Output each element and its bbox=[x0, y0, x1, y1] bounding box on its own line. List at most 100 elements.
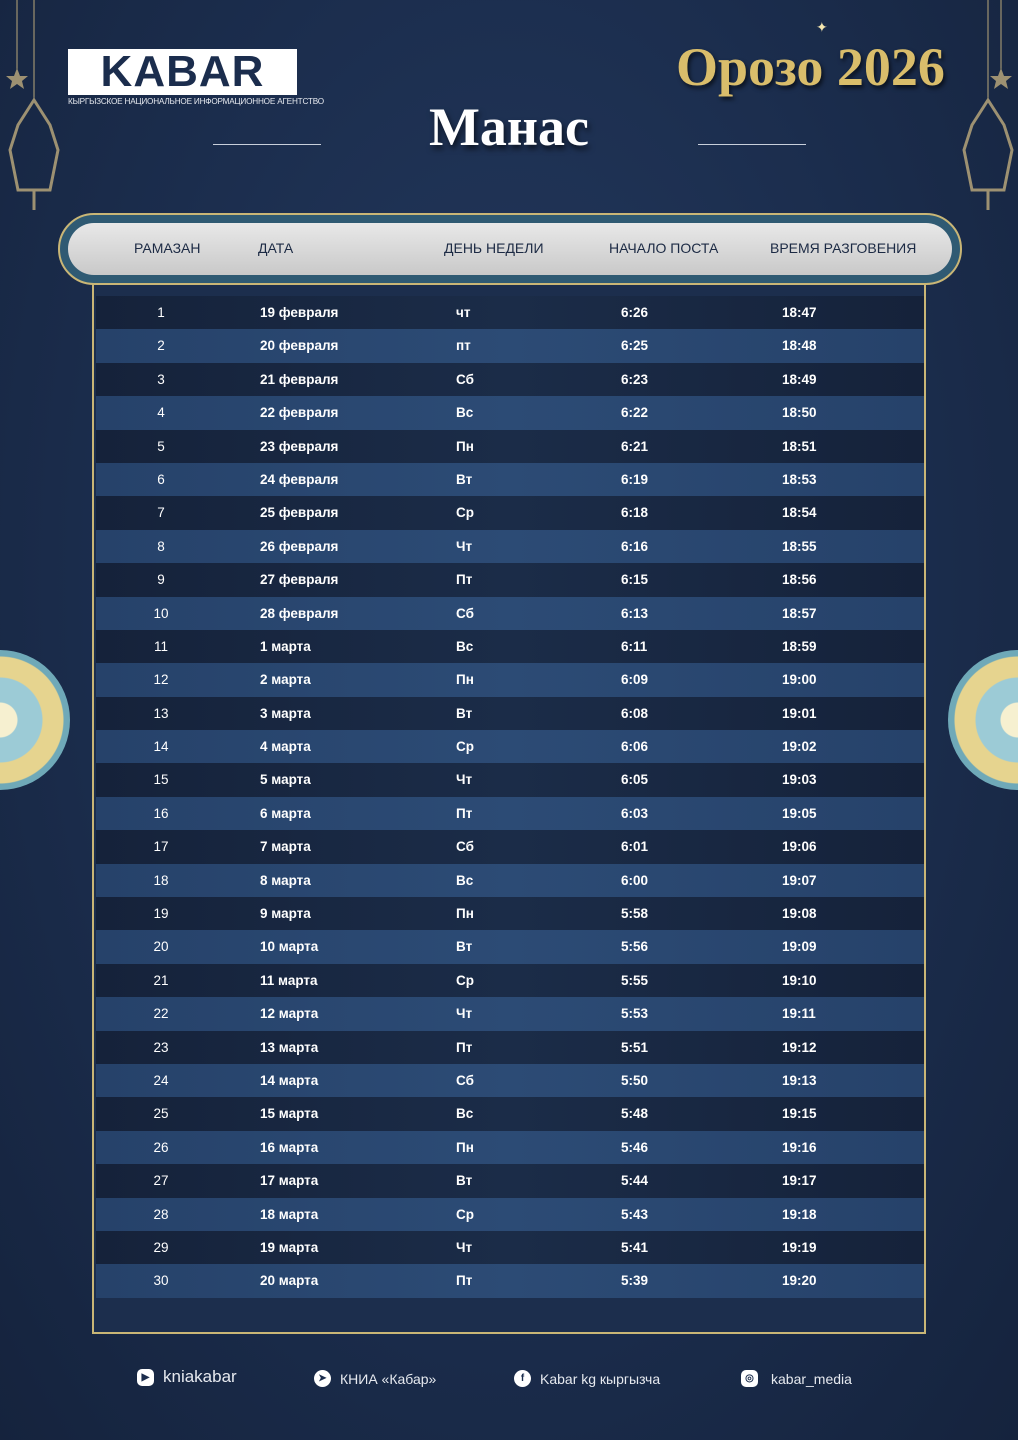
weekday-cell: Вс bbox=[456, 872, 474, 888]
date-cell: 4 марта bbox=[260, 739, 311, 755]
ramadan-day: 6 bbox=[157, 471, 165, 487]
iftar-time-cell: 19:08 bbox=[782, 906, 817, 922]
table-row: 7 25 февраля Ср 6:18 18:54 bbox=[96, 496, 924, 530]
date-cell: 2 марта bbox=[260, 672, 311, 688]
table-row: 30 20 марта Пт 5:39 19:20 bbox=[96, 1264, 924, 1298]
table-row: 3 21 февраля Сб 6:23 18:49 bbox=[96, 362, 924, 397]
ramadan-day: 21 bbox=[153, 972, 169, 988]
page-title: Орозо 2026 bbox=[676, 37, 945, 97]
iftar-time-cell: 19:07 bbox=[782, 872, 817, 888]
social-telegram[interactable]: ➤ КНИА «Кабар» bbox=[314, 1370, 436, 1387]
fast-start-cell: 6:22 bbox=[621, 405, 649, 421]
fast-start-cell: 6:21 bbox=[621, 438, 649, 454]
fast-start-cell: 6:25 bbox=[621, 338, 649, 354]
ramadan-day: 27 bbox=[153, 1173, 169, 1189]
date-cell: 5 марта bbox=[260, 772, 311, 788]
ramadan-day: 25 bbox=[153, 1106, 169, 1122]
date-cell: 10 марта bbox=[260, 939, 319, 955]
iftar-time-cell: 19:10 bbox=[782, 972, 817, 988]
date-cell: 22 февраля bbox=[260, 405, 339, 421]
social-youtube[interactable]: ▶ kniakabar bbox=[137, 1367, 237, 1387]
date-cell: 11 марта bbox=[260, 972, 318, 988]
iftar-time-cell: 18:51 bbox=[782, 438, 817, 454]
ramadan-day: 17 bbox=[153, 839, 169, 855]
fast-start-cell: 5:46 bbox=[621, 1139, 649, 1155]
weekday-cell: Пт bbox=[456, 1273, 473, 1289]
fast-start-cell: 6:01 bbox=[621, 839, 649, 855]
fast-start-cell: 6:16 bbox=[621, 538, 649, 554]
header-weekday: ДЕНЬ НЕДЕЛИ bbox=[444, 240, 544, 256]
iftar-time-cell: 19:00 bbox=[782, 672, 817, 688]
date-cell: 9 марта bbox=[260, 906, 311, 922]
iftar-time-cell: 19:03 bbox=[782, 772, 817, 788]
fast-start-cell: 5:41 bbox=[621, 1239, 649, 1255]
date-cell: 15 марта bbox=[260, 1106, 319, 1122]
youtube-icon: ▶ bbox=[137, 1368, 154, 1386]
date-cell: 8 марта bbox=[260, 872, 311, 888]
divider-right bbox=[698, 144, 806, 145]
table-row: 1 19 февраля чт 6:26 18:47 bbox=[96, 296, 924, 330]
table-row: 21 11 марта Ср 5:55 19:10 bbox=[96, 963, 924, 998]
table-row: 8 26 февраля Чт 6:16 18:55 bbox=[96, 529, 924, 564]
fast-start-cell: 5:58 bbox=[621, 906, 649, 922]
iftar-time-cell: 19:20 bbox=[782, 1273, 817, 1289]
table-row: 14 4 марта Ср 6:06 19:02 bbox=[96, 730, 924, 764]
weekday-cell: Вт bbox=[456, 705, 473, 721]
date-cell: 18 марта bbox=[260, 1206, 319, 1222]
table-row: 4 22 февраля Вс 6:22 18:50 bbox=[96, 396, 924, 430]
table-header: РАМАЗАН ДАТА ДЕНЬ НЕДЕЛИ НАЧАЛО ПОСТА ВР… bbox=[58, 213, 962, 285]
iftar-time-cell: 19:09 bbox=[782, 939, 817, 955]
table-row: 16 6 марта Пт 6:03 19:05 bbox=[96, 796, 924, 831]
date-cell: 17 марта bbox=[260, 1173, 319, 1189]
fast-start-cell: 6:05 bbox=[621, 772, 649, 788]
weekday-cell: Ср bbox=[456, 739, 474, 755]
ramadan-day: 20 bbox=[153, 939, 169, 955]
fast-start-cell: 6:08 bbox=[621, 705, 649, 721]
weekday-cell: Вс bbox=[456, 405, 474, 421]
table-row: 5 23 февраля Пн 6:21 18:51 bbox=[96, 429, 924, 463]
date-cell: 24 февраля bbox=[260, 471, 339, 487]
iftar-time-cell: 19:16 bbox=[782, 1139, 817, 1155]
iftar-time-cell: 18:50 bbox=[782, 405, 817, 421]
ramadan-day: 22 bbox=[153, 1006, 169, 1022]
date-cell: 27 февраля bbox=[260, 572, 339, 588]
weekday-cell: Ср bbox=[456, 505, 474, 521]
schedule-table: 1 19 февраля чт 6:26 18:47 2 20 февраля пт 6:25 1… bbox=[92, 283, 926, 1334]
table-row: 12 2 марта Пн 6:09 19:00 bbox=[96, 663, 924, 697]
table-row: 20 10 марта Вт 5:56 19:09 bbox=[96, 930, 924, 964]
weekday-cell: Вт bbox=[456, 939, 473, 955]
date-cell: 7 марта bbox=[260, 839, 311, 855]
weekday-cell: пт bbox=[456, 338, 471, 354]
fast-start-cell: 6:11 bbox=[621, 638, 648, 654]
ramadan-day: 29 bbox=[153, 1239, 169, 1255]
iftar-time-cell: 19:11 bbox=[782, 1006, 816, 1022]
iftar-time-cell: 19:02 bbox=[782, 739, 817, 755]
table-row: 22 12 марта Чт 5:53 19:11 bbox=[96, 997, 924, 1031]
table-row: 9 27 февраля Пт 6:15 18:56 bbox=[96, 563, 924, 597]
date-cell: 23 февраля bbox=[260, 438, 339, 454]
fast-start-cell: 5:50 bbox=[621, 1072, 649, 1088]
table-row: 6 24 февраля Вт 6:19 18:53 bbox=[96, 462, 924, 497]
social-instagram[interactable]: ◎ kabar_media bbox=[741, 1370, 852, 1387]
fast-start-cell: 6:26 bbox=[621, 305, 649, 320]
instagram-icon: ◎ bbox=[741, 1370, 758, 1387]
date-cell: 19 марта bbox=[260, 1239, 319, 1255]
ramadan-day: 18 bbox=[153, 872, 169, 888]
fast-start-cell: 5:44 bbox=[621, 1173, 649, 1189]
iftar-time-cell: 18:47 bbox=[782, 305, 817, 320]
social-facebook[interactable]: f Kabar kg кыргызча bbox=[514, 1370, 660, 1387]
iftar-time-cell: 19:18 bbox=[782, 1206, 817, 1222]
header-ramadan: РАМАЗАН bbox=[134, 240, 201, 256]
fast-start-cell: 5:55 bbox=[621, 972, 649, 988]
kabar-logo: KABAR bbox=[68, 49, 297, 95]
table-row: 15 5 марта Чт 6:05 19:03 bbox=[96, 763, 924, 797]
table-row: 28 18 марта Ср 5:43 19:18 bbox=[96, 1197, 924, 1231]
ramadan-day: 11 bbox=[153, 638, 168, 654]
weekday-cell: Сб bbox=[456, 371, 474, 387]
weekday-cell: Пн bbox=[456, 438, 474, 454]
weekday-cell: Чт bbox=[456, 1239, 473, 1255]
weekday-cell: Чт bbox=[456, 1006, 473, 1022]
lantern-left-icon bbox=[6, 0, 60, 210]
fast-start-cell: 6:18 bbox=[621, 505, 649, 521]
iftar-time-cell: 19:19 bbox=[782, 1239, 817, 1255]
